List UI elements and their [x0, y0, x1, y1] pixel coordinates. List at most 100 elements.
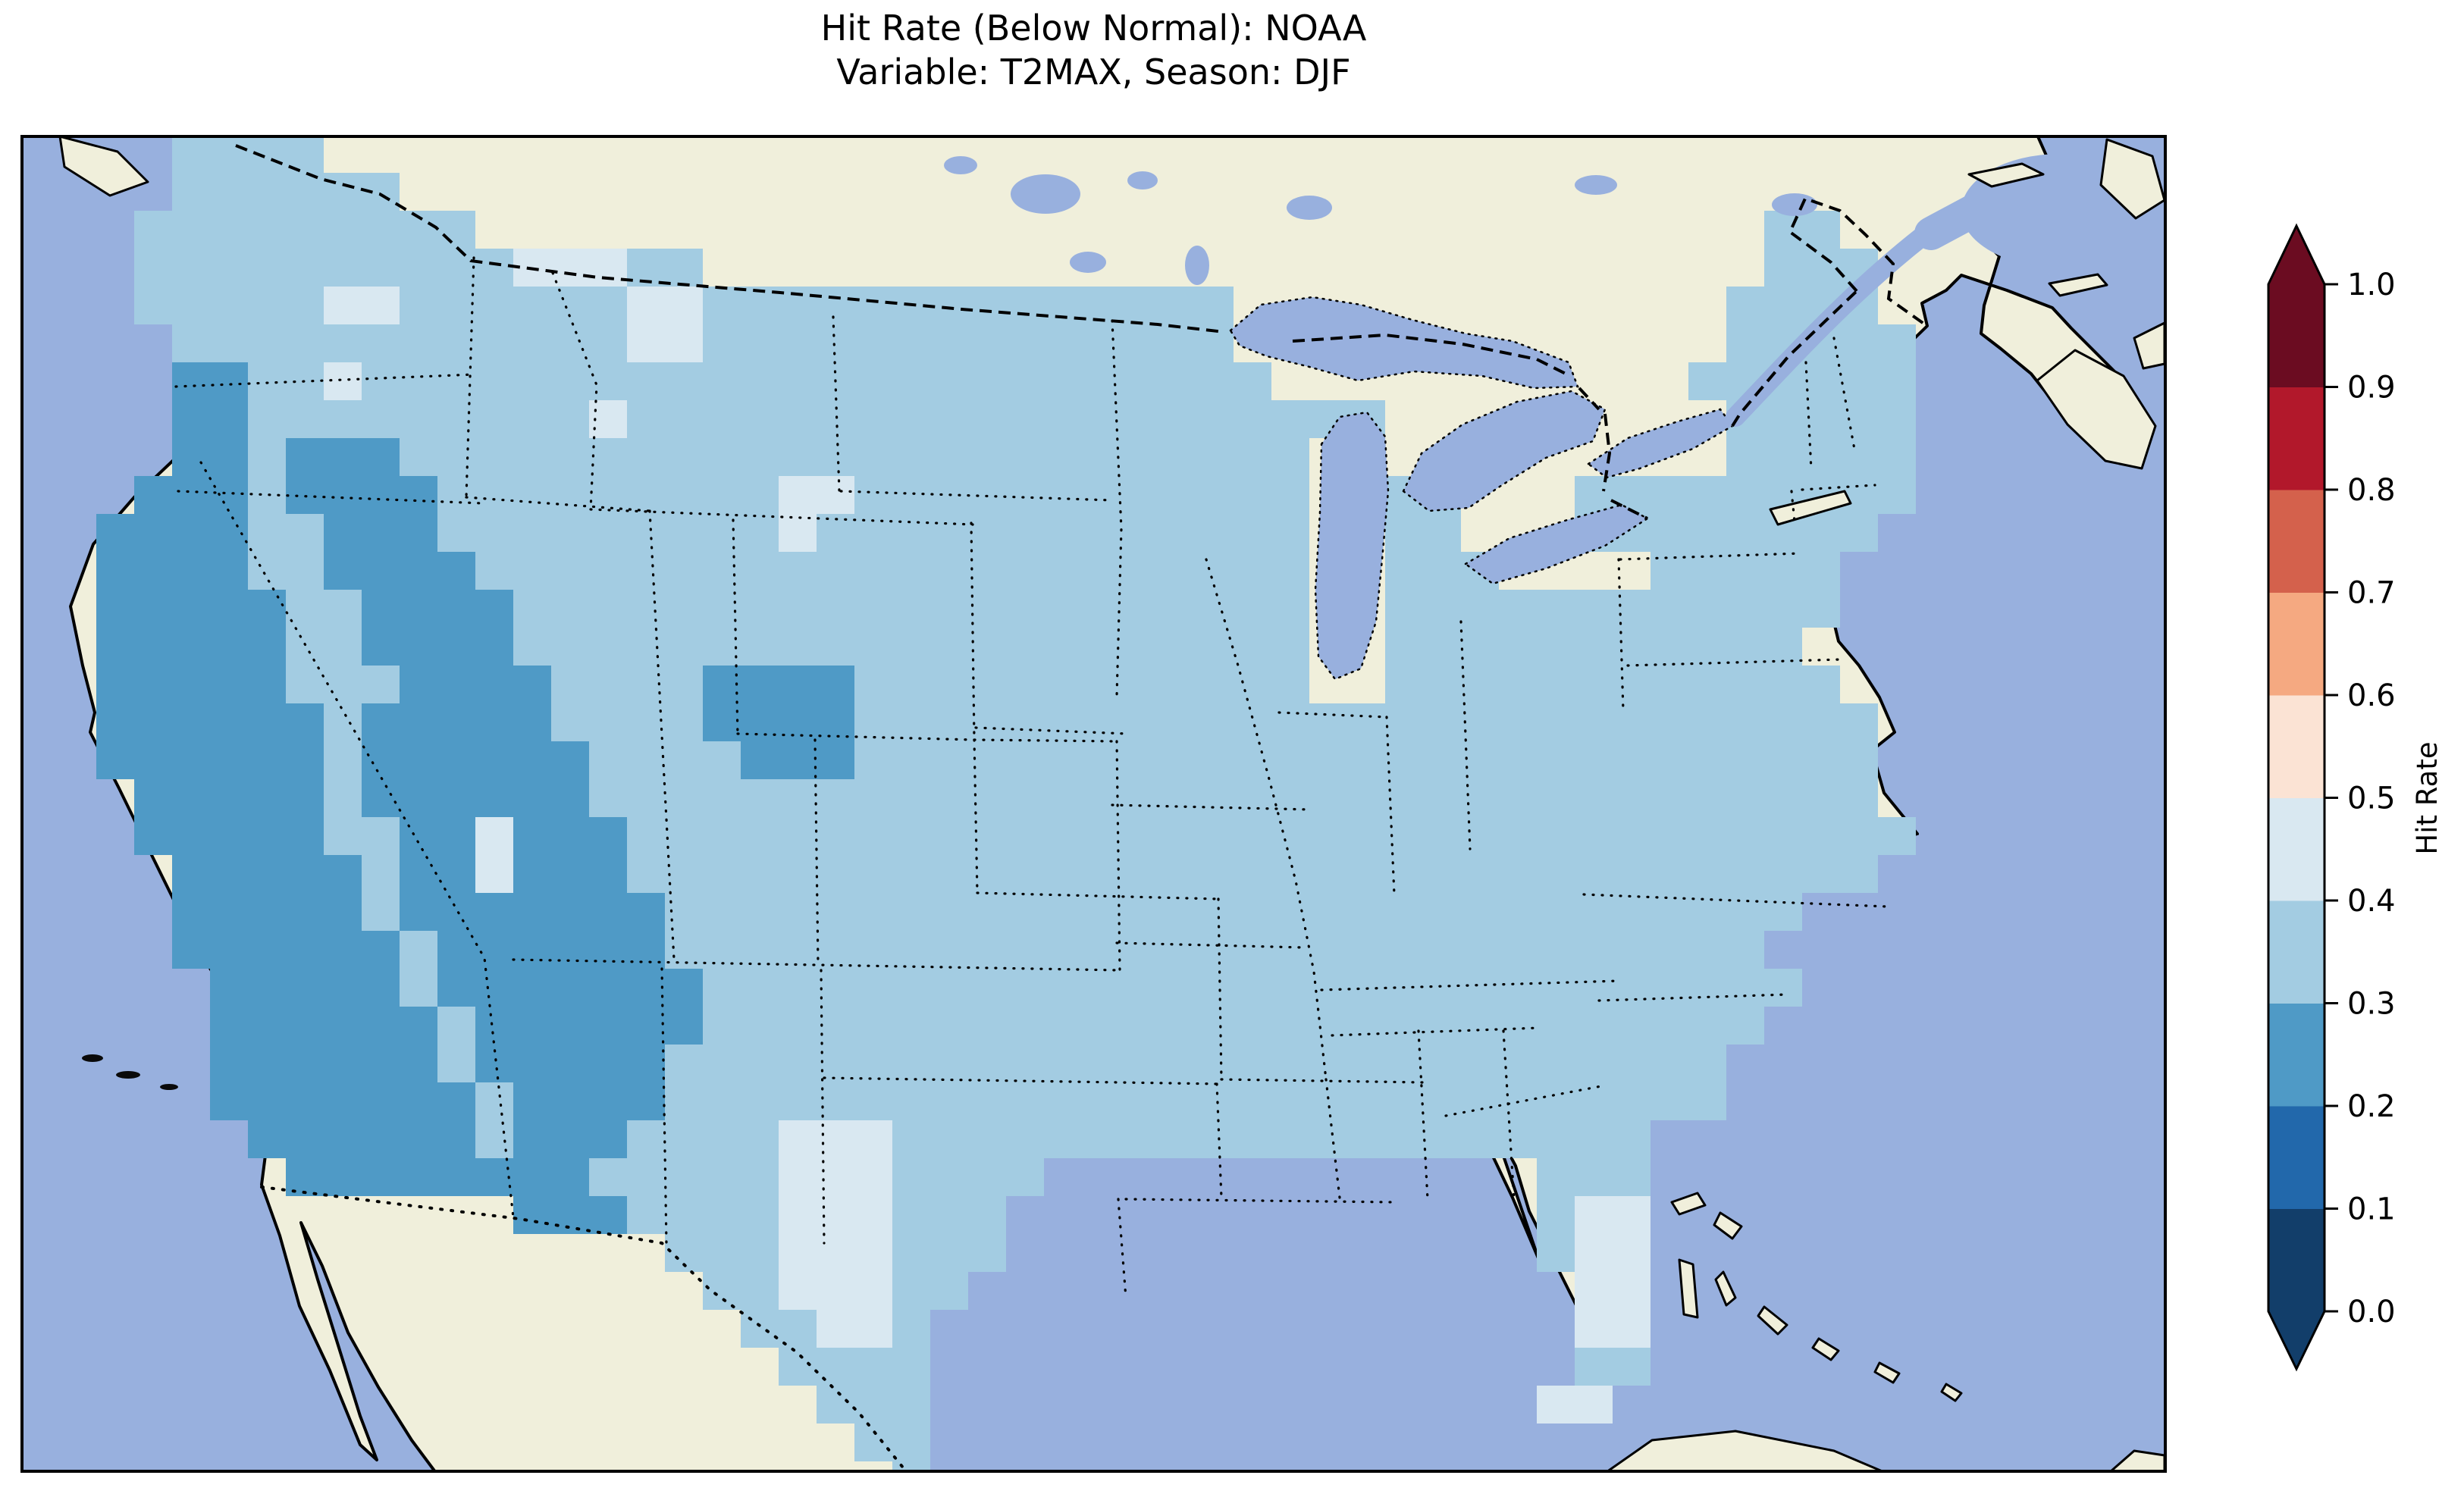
grid-cell-run [779, 1120, 892, 1158]
grid-cell-run [400, 438, 1309, 476]
grid-cell-run [703, 324, 1234, 362]
grid-cell-run [854, 476, 1309, 514]
grid-cell-run [703, 1272, 779, 1310]
colorbar-bin-0.2-0.3 [2268, 1003, 2324, 1107]
colorbar-bin-0.4-0.5 [2268, 797, 2324, 901]
grid-cell-run [627, 249, 703, 287]
colorbar: 1.0 0.9 0.8 0.7 0.6 0.5 0.4 0.3 0.2 0.1 0.0 Hit Ra… [2267, 223, 2444, 1372]
us-canada-border [235, 144, 1926, 520]
grid-cell-run [362, 855, 400, 893]
grid-cell-run [324, 514, 437, 552]
grid-cell-run [589, 779, 1878, 817]
grid-cell-run [324, 552, 475, 590]
colorbar-bin-0.8-0.9 [2268, 387, 2324, 490]
grid-cell-run [362, 628, 513, 666]
grid-cell-run [248, 1120, 475, 1158]
grid-cell-run [475, 817, 513, 855]
turks-island [1873, 1361, 1901, 1384]
channel-islands [82, 1054, 178, 1090]
grid-cell-run [741, 1310, 817, 1348]
grid-cell-run [324, 779, 362, 817]
grid-cell-run [1385, 628, 1802, 666]
anticosti-island [1967, 162, 2045, 188]
grid-cell-run [513, 628, 1309, 666]
grid-cell-run [172, 173, 400, 211]
canada-inland-lakes [944, 156, 1817, 285]
grid-cell-run [362, 779, 589, 817]
grid-cell-run [854, 703, 1878, 741]
grid-cell-run [1726, 438, 1916, 476]
colorbar-tick-label: 0.8 [2347, 473, 2396, 508]
grid-cell-run [400, 931, 437, 969]
colorbar-tick-label: 0.9 [2347, 371, 2396, 406]
grid-cell-run [437, 969, 703, 1007]
grid-cell-run [172, 855, 362, 893]
grid-cell-run [779, 514, 817, 552]
grid-cell-run [817, 1386, 930, 1424]
colorbar-tick-label: 0.6 [2347, 678, 2396, 713]
grid-cell-run [1385, 666, 1840, 703]
grid-cell-run [248, 552, 324, 590]
colorbar-ticks: 1.0 0.9 0.8 0.7 0.6 0.5 0.4 0.3 0.2 0.1 0.0 [2324, 268, 2396, 1330]
grid-cell-run [437, 476, 779, 514]
grid-cell-run [1764, 211, 1840, 249]
grid-cell-run [779, 476, 854, 514]
grid-cell-run [400, 893, 665, 931]
grid-cell-run [892, 1310, 930, 1348]
grid-cell-run [475, 552, 1309, 590]
grid-cell-run [96, 666, 286, 703]
grid-cell-run [892, 1234, 1006, 1272]
grid-cell-run [324, 287, 400, 324]
grid-cell-run [665, 931, 1764, 969]
grid-cell-run [400, 969, 437, 1007]
grid-cell-run [1537, 1158, 1651, 1196]
grid-cell-run [362, 741, 589, 779]
grid-cell-run [627, 400, 1385, 438]
grid-cell-run [324, 362, 362, 400]
grid-cell-run [892, 1120, 1651, 1158]
grid-cell-run [779, 1272, 892, 1310]
grid-cell-run [172, 362, 248, 400]
grid-cell-run [172, 324, 627, 362]
grid-cell-run [703, 1007, 1764, 1045]
grid-cell-run [817, 1310, 892, 1348]
grid-cell-run [779, 1158, 892, 1196]
grid-cell-run [437, 1045, 475, 1082]
grid-cell-run [627, 1120, 779, 1158]
grid-cell-run [703, 969, 1802, 1007]
grid-cell-run [324, 703, 362, 741]
grid-cell-run [172, 438, 248, 476]
grid-cell-run [513, 1196, 627, 1234]
grid-cell-run [96, 552, 248, 590]
grid-cell-run [286, 666, 400, 703]
colorbar-tick-label: 0.3 [2347, 987, 2396, 1022]
colorbar-tick-label: 0.1 [2347, 1192, 2396, 1227]
grid-cell-run [779, 1234, 892, 1272]
us-mexico-border [260, 1185, 904, 1469]
grid-cell-run [665, 1234, 779, 1272]
bahama-island-2 [1811, 1337, 1840, 1361]
colorbar-extend-arrows [2268, 226, 2324, 1369]
grid-cell-run [286, 590, 362, 628]
long-island [1769, 490, 1852, 526]
grid-cell-run [134, 287, 324, 324]
lake-superior [1229, 296, 1579, 390]
colorbar-bin-0.9-1.0 [2268, 284, 2324, 387]
andros [1678, 1258, 1699, 1319]
grid-cell-run [779, 1348, 930, 1386]
grid-cell-run [551, 666, 703, 703]
grid-cell-run [779, 1196, 892, 1234]
grid-cell-run [400, 666, 551, 703]
colorbar-tick-label: 0.7 [2347, 576, 2396, 611]
grid-cell-run [513, 590, 1309, 628]
grid-cell-run [362, 590, 513, 628]
grid-cell-run [1575, 1310, 1651, 1348]
colorbar-bins [2268, 284, 2324, 1312]
grid-cell-run [96, 628, 286, 666]
grid-cell-run [665, 1082, 1726, 1120]
colorbar-bin-0.5-0.6 [2268, 695, 2324, 798]
grid-cell-run [96, 514, 248, 552]
grid-cell-run [551, 703, 703, 741]
great-lakes [1229, 296, 1734, 681]
grid-cell-run [437, 1007, 475, 1045]
